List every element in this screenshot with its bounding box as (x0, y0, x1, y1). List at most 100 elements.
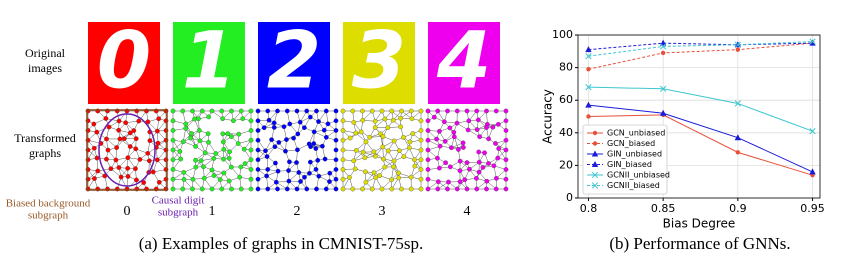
graph-node (154, 157, 160, 163)
graph-node (476, 149, 482, 155)
image-digit: 1 (182, 16, 236, 106)
graph-node (114, 145, 119, 150)
graph-node (272, 144, 278, 150)
graph-node (295, 147, 300, 153)
graph-node (340, 128, 346, 133)
graph-node (231, 118, 236, 124)
graph-node (503, 186, 509, 192)
graph-node (503, 176, 509, 182)
data-point (734, 100, 741, 107)
graph-node (297, 119, 303, 125)
graph-node (180, 108, 186, 114)
image-background (173, 22, 245, 104)
graph-node (323, 108, 329, 114)
graph-node (275, 168, 281, 174)
series-line (588, 86, 813, 132)
graph-node (373, 153, 378, 159)
data-point (585, 84, 592, 91)
graph-node (304, 186, 310, 192)
graph-node (315, 157, 321, 163)
graph-node (131, 128, 137, 133)
graph-node (294, 186, 300, 192)
graph-node (467, 166, 472, 172)
graph-node (248, 157, 254, 163)
graph-node (190, 108, 195, 114)
graph-node (121, 136, 127, 142)
graph-node (206, 140, 211, 145)
graph-node (255, 108, 261, 114)
graph-node (363, 179, 369, 185)
graph-node (482, 150, 487, 156)
legend-marker (591, 161, 599, 167)
graph-node (327, 179, 332, 184)
graph-node (284, 108, 290, 114)
graph (425, 108, 509, 192)
graph-node (248, 147, 254, 153)
graph-node (382, 116, 388, 122)
graph-node (248, 137, 254, 143)
graph-node (445, 108, 450, 114)
graph-node (264, 154, 270, 159)
graph-node (493, 108, 499, 114)
graph-node (104, 156, 109, 162)
graph-node (229, 164, 234, 170)
graph-node (108, 166, 114, 172)
graph-node (382, 164, 388, 170)
graph-node (340, 118, 346, 124)
graph-node (409, 116, 415, 122)
graph-node (442, 138, 448, 144)
data-point (659, 43, 667, 50)
graph-node (238, 186, 244, 192)
graph-node (418, 167, 424, 172)
graph-node (116, 118, 122, 124)
caption: (a) Examples of graphs in CMNIST-75sp. (139, 234, 424, 253)
graph-node (425, 147, 431, 153)
graph-node (380, 144, 386, 150)
graph-node (170, 186, 176, 192)
graph-node (221, 156, 226, 162)
graph-node (116, 127, 122, 133)
y-tick-label: 100 (552, 28, 573, 41)
graph-node (255, 176, 261, 182)
graph-node (286, 168, 291, 173)
graph-node (248, 118, 254, 124)
graph-node (255, 186, 261, 192)
graph-node (190, 186, 195, 192)
graph-node (94, 155, 100, 161)
graph-node (503, 137, 509, 143)
series (585, 101, 816, 175)
series (585, 84, 816, 135)
graph-node (503, 147, 509, 153)
graph-label: 1 (209, 204, 216, 219)
graph-node (261, 125, 267, 131)
graph-node (406, 145, 412, 151)
graph-node (373, 175, 379, 180)
graph-node (380, 134, 386, 139)
graph-node (264, 173, 269, 179)
graph-node (379, 108, 385, 114)
graph-node (220, 116, 226, 122)
graph-node (389, 177, 394, 183)
graph-node (503, 167, 509, 172)
graph-node (146, 158, 152, 164)
graph-node (495, 155, 501, 161)
annotation: Causal digit (152, 195, 205, 207)
graph-node (503, 118, 509, 124)
graph (255, 108, 339, 192)
graph-node (325, 121, 331, 127)
graph-node (206, 114, 212, 120)
graph-node (294, 160, 299, 165)
graph-node (391, 164, 396, 170)
graph-node (451, 134, 457, 140)
graph-node (116, 165, 122, 170)
graph-node (240, 116, 246, 122)
graph-node (418, 118, 424, 124)
image-digit: 2 (267, 16, 321, 106)
graph-node (451, 129, 457, 135)
graph-node (340, 108, 346, 114)
graph-node (333, 157, 339, 163)
graph-node (358, 129, 364, 135)
graph-node (350, 108, 356, 114)
graph-node (474, 186, 480, 192)
